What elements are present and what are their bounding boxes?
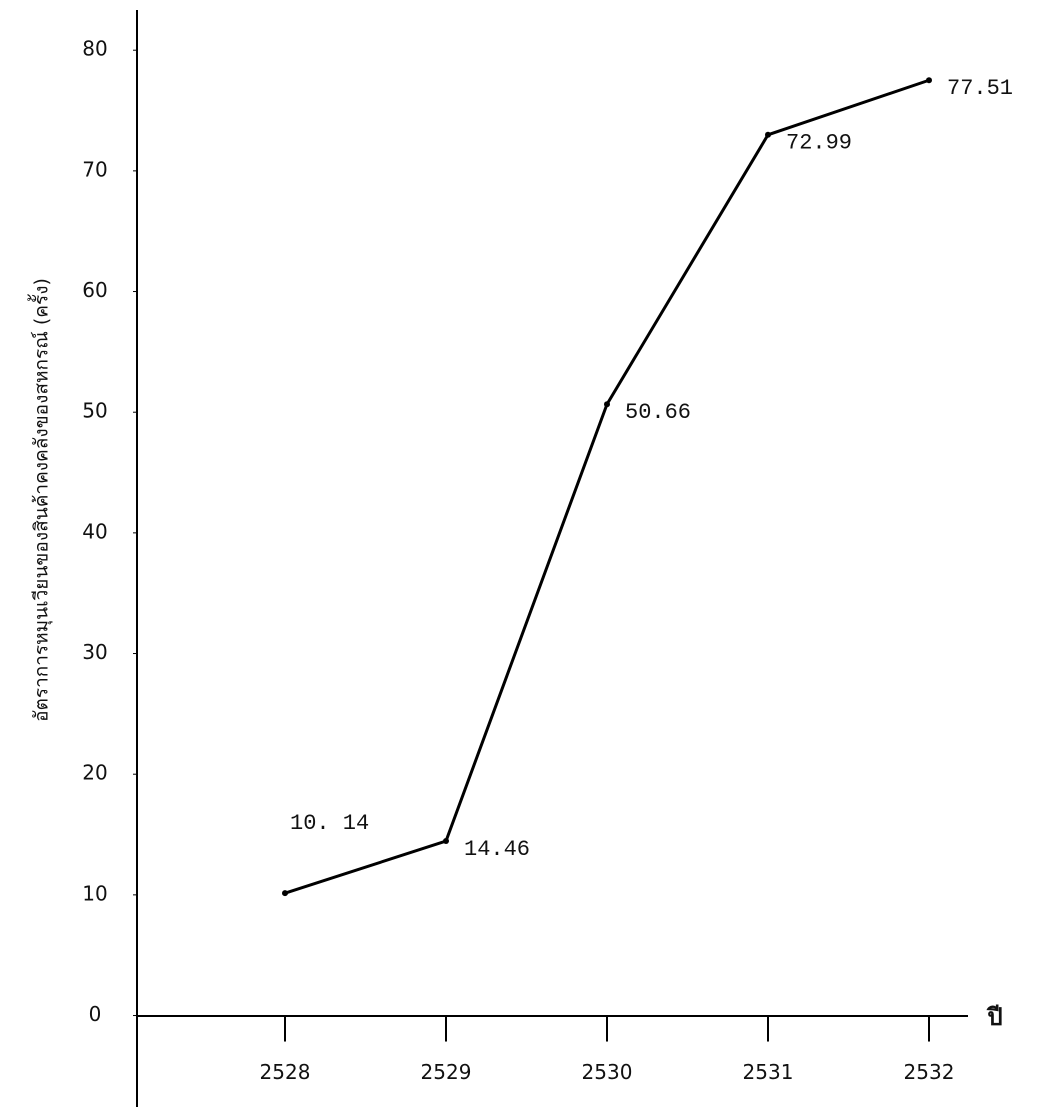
y-tick-label: 0 bbox=[89, 1002, 102, 1026]
line bbox=[284, 78, 930, 895]
x-tick-label: 2530 bbox=[582, 1060, 633, 1084]
x-tick-label: 2528 bbox=[260, 1060, 311, 1084]
x-tick-label: 2532 bbox=[904, 1060, 955, 1084]
value-label: 77.51 bbox=[947, 76, 1013, 101]
x-tick-label: 2531 bbox=[743, 1060, 794, 1084]
x-tick-label: 2529 bbox=[421, 1060, 472, 1084]
point bbox=[604, 401, 610, 408]
x-axis-label: ปี bbox=[986, 1003, 1002, 1031]
value-label: 10. 14 bbox=[290, 811, 369, 836]
y-tick-label: 80 bbox=[82, 37, 107, 61]
y-tick-label: 40 bbox=[82, 519, 107, 543]
y-tick-label: 10 bbox=[82, 881, 107, 905]
value-label: 50.66 bbox=[625, 400, 691, 425]
point bbox=[765, 131, 771, 138]
point bbox=[443, 838, 449, 845]
value-label: 14.46 bbox=[464, 837, 530, 862]
value-label: 72.99 bbox=[786, 131, 852, 156]
point bbox=[282, 890, 288, 897]
y-tick-label: 60 bbox=[82, 278, 107, 302]
y-axis-label: อัตราการหมุนเวียนของสินค้าคงคลังของสหกรณ… bbox=[28, 278, 54, 722]
point bbox=[926, 77, 932, 84]
y-tick-label: 20 bbox=[82, 761, 107, 785]
y-tick-label: 50 bbox=[82, 399, 107, 423]
y-tick-label: 70 bbox=[82, 157, 107, 181]
y-tick-label: 30 bbox=[82, 640, 107, 664]
